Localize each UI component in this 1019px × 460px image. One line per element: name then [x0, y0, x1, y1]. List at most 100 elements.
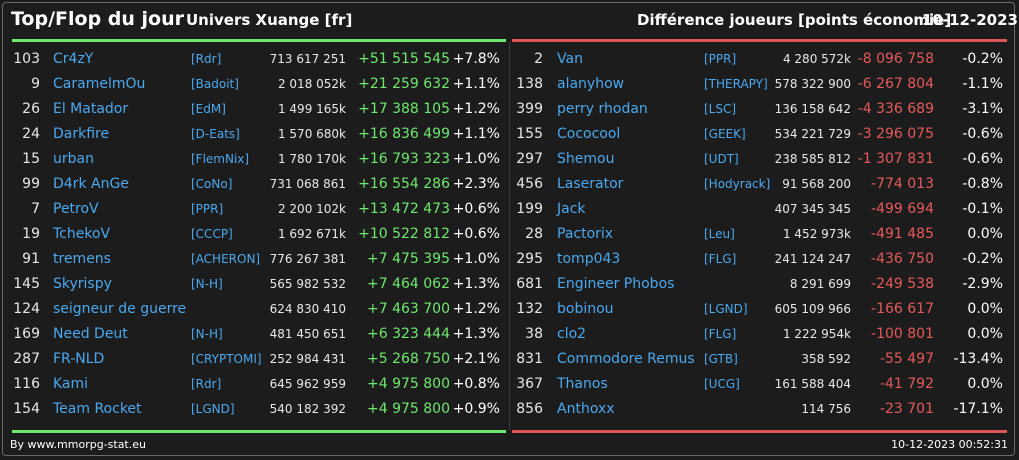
player-name-link[interactable]: Van	[557, 51, 583, 67]
alliance-tag-link[interactable]: [CoNo]	[191, 177, 233, 191]
player-rank: 15	[22, 151, 40, 167]
player-name-link[interactable]: Laserator	[557, 176, 624, 192]
alliance-tag-link[interactable]: [PPR]	[704, 52, 737, 66]
alliance-tag-link[interactable]: [EdM]	[191, 102, 226, 116]
alliance-tag-link[interactable]: [Leu]	[704, 227, 735, 241]
player-name-link[interactable]: FR-NLD	[53, 351, 105, 367]
points-difference: -436 750	[871, 251, 934, 267]
player-row: 28 Pactorix [Leu] 1 452 973k -491 485 0.0%	[510, 222, 1019, 247]
player-points: 114 756	[801, 402, 851, 416]
player-name-link[interactable]: Thanos	[557, 376, 608, 392]
player-name-link[interactable]: El Matador	[53, 101, 129, 117]
alliance-tag-link[interactable]: [N-H]	[191, 327, 223, 341]
alliance-tag-link[interactable]: [FlemNix]	[191, 152, 250, 166]
player-name-link[interactable]: Anthoxx	[557, 401, 615, 417]
player-name-link[interactable]: bobinou	[557, 301, 614, 317]
universe-label: Univers Xuange [fr]	[186, 11, 353, 29]
player-name-link[interactable]: tremens	[53, 251, 111, 267]
alliance-tag-link[interactable]: [FLG]	[704, 327, 737, 341]
player-rank: 116	[13, 376, 40, 392]
percent-change: +1.0%	[452, 151, 500, 167]
alliance-tag-link[interactable]: [LGND]	[191, 402, 235, 416]
player-name-link[interactable]: Darkfire	[53, 126, 110, 142]
player-row: 19 TchekoV [CCCP] 1 692 671k +10 522 812 +0.6…	[0, 222, 509, 247]
player-points: 358 592	[801, 352, 851, 366]
points-difference: -55 497	[879, 351, 934, 367]
percent-change: +0.9%	[452, 401, 500, 417]
player-name-link[interactable]: Cococool	[557, 126, 621, 142]
player-name-link[interactable]: Engineer Phobos	[557, 276, 675, 292]
points-difference: +7 463 700	[367, 301, 450, 317]
points-difference: +10 522 812	[358, 226, 450, 242]
alliance-tag-link[interactable]: [GTB]	[704, 352, 738, 366]
percent-change: -0.1%	[962, 201, 1003, 217]
player-rank: 28	[525, 226, 543, 242]
alliance-tag-link[interactable]: [FLG]	[704, 252, 737, 266]
alliance-tag-link[interactable]: [THERAPY]	[704, 77, 768, 91]
player-name-link[interactable]: CaramelmOu	[53, 76, 146, 92]
points-difference: +7 475 395	[367, 251, 450, 267]
player-name-link[interactable]: Need Deut	[53, 326, 128, 342]
player-row: 154 Team Rocket [LGND] 540 182 392 +4 975 80…	[0, 397, 509, 422]
player-points: 252 984 431	[269, 352, 346, 366]
player-row: 38 clo2 [FLG] 1 222 954k -100 801 0.0%	[510, 322, 1019, 347]
player-points: 1 692 671k	[277, 227, 346, 241]
player-name-link[interactable]: alanyhow	[557, 76, 625, 92]
player-row: 155 Cococool [GEEK] 534 221 729 -3 296 075 -0…	[510, 122, 1019, 147]
alliance-tag-link[interactable]: [Rdr]	[191, 377, 222, 391]
player-name-link[interactable]: urban	[53, 151, 94, 167]
alliance-tag-link[interactable]: [CCCP]	[191, 227, 233, 241]
player-row: 169 Need Deut [N-H] 481 450 651 +6 323 444 +1…	[0, 322, 509, 347]
player-name-link[interactable]: tomp043	[557, 251, 621, 267]
player-points: 534 221 729	[774, 127, 851, 141]
player-row: 831 Commodore Remus [GTB] 358 592 -55 497 -13…	[510, 347, 1019, 372]
player-name-link[interactable]: PetroV	[53, 201, 99, 217]
player-name-link[interactable]: Kami	[53, 376, 89, 392]
alliance-tag-link[interactable]: [D-Eats]	[191, 127, 240, 141]
column-divider	[509, 42, 510, 430]
points-difference: +4 975 800	[367, 376, 450, 392]
alliance-tag-link[interactable]: [N-H]	[191, 277, 223, 291]
player-name-link[interactable]: clo2	[557, 326, 587, 342]
player-row: 399 perry rhodan [LSC] 136 158 642 -4 336 68…	[510, 97, 1019, 122]
alliance-tag-link[interactable]: [LGND]	[704, 302, 748, 316]
player-name-link[interactable]: TchekoV	[53, 226, 111, 242]
player-name-link[interactable]: Pactorix	[557, 226, 614, 242]
points-difference: +4 975 800	[367, 401, 450, 417]
points-difference: +7 464 062	[367, 276, 450, 292]
alliance-tag-link[interactable]: [UDT]	[704, 152, 739, 166]
player-name-link[interactable]: perry rhodan	[557, 101, 648, 117]
player-row: 145 Skyrispy [N-H] 565 982 532 +7 464 062 +1.…	[0, 272, 509, 297]
alliance-tag-link[interactable]: [CRYPTOMI]	[191, 352, 262, 366]
player-name-link[interactable]: seigneur de guerre	[53, 301, 187, 317]
player-rank: 367	[516, 376, 543, 392]
flop-players-list: 2 Van [PPR] 4 280 572k -8 096 758 -0.2% 138 ala…	[510, 47, 1019, 422]
percent-change: +1.1%	[452, 76, 500, 92]
percent-change: +1.3%	[452, 276, 500, 292]
player-name-link[interactable]: Cr4zY	[53, 51, 94, 67]
player-name-link[interactable]: Skyrispy	[53, 276, 112, 292]
alliance-tag-link[interactable]: [GEEK]	[704, 127, 746, 141]
alliance-tag-link[interactable]: [ACHERON]	[191, 252, 261, 266]
player-points: 8 291 699	[789, 277, 851, 291]
alliance-tag-link[interactable]: [Badoit]	[191, 77, 239, 91]
points-difference: -499 694	[871, 201, 934, 217]
alliance-tag-link[interactable]: [Hodyrack]	[704, 177, 771, 191]
player-row: 297 Shemou [UDT] 238 585 812 -1 307 831 -0.6%	[510, 147, 1019, 172]
player-points: 407 345 345	[774, 202, 851, 216]
player-name-link[interactable]: Commodore Remus	[557, 351, 695, 367]
player-rank: 24	[22, 126, 40, 142]
percent-change: 0.0%	[967, 376, 1003, 392]
player-name-link[interactable]: Jack	[557, 201, 586, 217]
alliance-tag-link[interactable]: [UCG]	[704, 377, 740, 391]
player-name-link[interactable]: D4rk AnGe	[53, 176, 129, 192]
alliance-tag-link[interactable]: [PPR]	[191, 202, 224, 216]
player-name-link[interactable]: Shemou	[557, 151, 615, 167]
footer-credit[interactable]: By www.mmorpg-stat.eu	[10, 438, 146, 451]
alliance-tag-link[interactable]: [LSC]	[704, 102, 737, 116]
player-name-link[interactable]: Team Rocket	[53, 401, 142, 417]
points-difference: +16 793 323	[358, 151, 450, 167]
player-points: 2 018 052k	[277, 77, 346, 91]
points-difference: -491 485	[871, 226, 934, 242]
alliance-tag-link[interactable]: [Rdr]	[191, 52, 222, 66]
